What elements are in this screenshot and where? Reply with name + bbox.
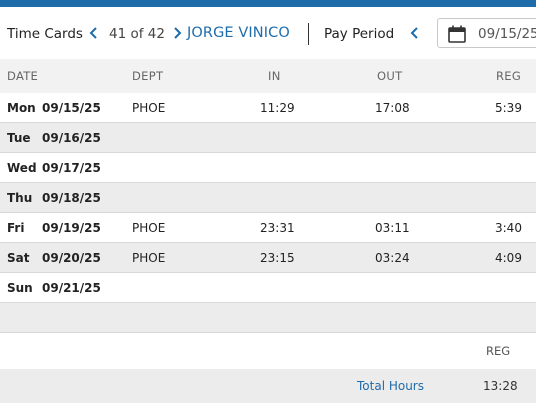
chevron-right-icon [174,27,182,39]
total-hours-value: 13:28 [483,379,518,393]
row-in: 23:15 [260,251,295,265]
top-accent-bar [0,0,536,7]
toolbar: Time Cards 41 of 42 JORGE VINICO Pay Per… [0,7,536,59]
pay-period-label: Pay Period [324,26,395,42]
record-counter: 41 of 42 [109,26,165,42]
row-date: 09/16/25 [42,131,101,145]
row-date: 09/21/25 [42,281,101,295]
row-day: Tue [7,131,31,145]
totals-column-reg: REG [486,344,511,358]
row-date: 09/17/25 [42,161,101,175]
calendar-icon [448,25,466,43]
row-day: Sun [7,281,33,295]
row-reg: 3:40 [495,221,522,235]
table-row[interactable]: Sun 09/21/25 [0,273,536,303]
table-row[interactable]: Sat 09/20/25 PHOE 23:15 03:24 4:09 [0,243,536,273]
row-in: 23:31 [260,221,295,235]
row-out: 03:24 [375,251,410,265]
previous-pay-period-button[interactable] [407,23,423,43]
empty-row [0,303,536,333]
row-reg: 5:39 [495,101,522,115]
next-employee-button[interactable] [169,23,185,43]
table-header: DATE DEPT IN OUT REG [0,59,536,93]
row-day: Sat [7,251,30,265]
row-day: Wed [7,161,37,175]
employee-name-link[interactable]: JORGE VINICO [187,25,290,41]
row-in: 11:29 [260,101,295,115]
table-row[interactable]: Fri 09/19/25 PHOE 23:31 03:11 3:40 [0,213,536,243]
row-out: 03:11 [375,221,410,235]
row-date: 09/20/25 [42,251,101,265]
row-reg: 4:09 [495,251,522,265]
total-hours-label: Total Hours [357,379,424,393]
totals-row: Total Hours 13:28 [0,369,536,403]
row-dept: PHOE [132,251,166,265]
row-day: Fri [7,221,25,235]
column-header-out[interactable]: OUT [377,69,403,83]
chevron-left-icon [410,27,418,39]
pay-period-date-picker[interactable]: 09/15/25 [437,18,536,48]
row-day: Mon [7,101,36,115]
table-row[interactable]: Mon 09/15/25 PHOE 11:29 17:08 5:39 [0,93,536,123]
chevron-left-icon [89,27,97,39]
row-date: 09/19/25 [42,221,101,235]
table-row[interactable]: Thu 09/18/25 [0,183,536,213]
row-dept: PHOE [132,101,166,115]
page-title: Time Cards [7,26,83,42]
pay-period-date-value: 09/15/25 [478,26,536,42]
toolbar-divider [308,23,309,45]
column-header-date[interactable]: DATE [7,69,39,83]
table-row[interactable]: Tue 09/16/25 [0,123,536,153]
row-date: 09/18/25 [42,191,101,205]
table-row[interactable]: Wed 09/17/25 [0,153,536,183]
column-header-dept[interactable]: DEPT [132,69,164,83]
totals-header: REG [0,333,536,369]
row-dept: PHOE [132,221,166,235]
row-out: 17:08 [375,101,410,115]
row-date: 09/15/25 [42,101,101,115]
column-header-in[interactable]: IN [268,69,281,83]
previous-employee-button[interactable] [86,23,102,43]
row-day: Thu [7,191,33,205]
column-header-reg[interactable]: REG [496,69,522,83]
